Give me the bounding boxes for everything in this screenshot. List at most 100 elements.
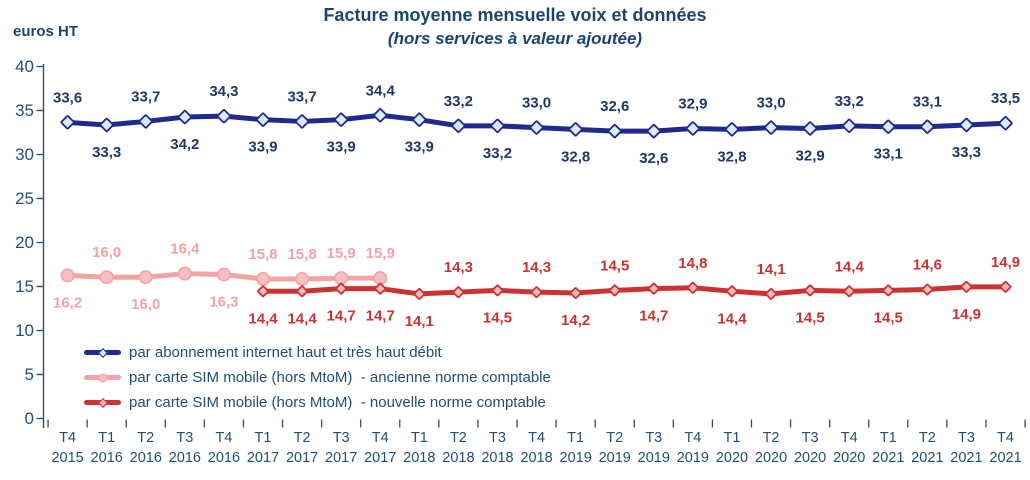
data-point-label: 15,9 <box>366 245 395 262</box>
y-tick-label: 5 <box>25 365 34 384</box>
data-point-marker <box>295 271 310 286</box>
x-axis-quarter-label: T2 <box>450 430 467 446</box>
data-point-label: 33,1 <box>913 94 942 111</box>
x-axis-quarter-label: T3 <box>333 430 350 446</box>
data-point-marker <box>568 122 583 137</box>
data-point-label: 33,6 <box>53 89 82 106</box>
data-point-marker <box>920 119 935 134</box>
series-line-2 <box>260 284 1009 297</box>
data-point-label: 32,9 <box>678 95 707 112</box>
legend-line-sim-ancienne-icon <box>84 373 121 382</box>
x-axis-quarter-label: T4 <box>841 430 858 446</box>
data-point-label: 14,5 <box>600 257 629 274</box>
data-point-marker <box>491 284 504 297</box>
x-axis-year-label: 2016 <box>91 450 123 466</box>
x-axis-year-label: 2016 <box>208 450 240 466</box>
data-point-marker <box>647 282 660 295</box>
data-point-marker <box>60 268 75 283</box>
data-point-marker <box>177 266 192 281</box>
y-tick-label: 20 <box>15 233 34 252</box>
data-point-label: 33,3 <box>952 144 981 161</box>
x-axis-quarter-label: T1 <box>411 430 428 446</box>
data-point-label: 33,7 <box>287 88 316 105</box>
data-point-label: 32,8 <box>561 148 590 165</box>
data-point-marker <box>138 270 153 285</box>
data-point-label: 32,6 <box>639 150 668 167</box>
data-point-marker <box>334 112 349 127</box>
data-point-marker <box>608 284 621 297</box>
data-point-marker <box>452 286 465 299</box>
data-point-label: 33,2 <box>835 93 864 110</box>
data-point-label: 15,8 <box>248 246 277 263</box>
data-point-marker <box>296 285 308 298</box>
data-point-marker <box>529 120 544 135</box>
data-point-marker <box>255 112 271 127</box>
data-point-label: 14,4 <box>717 310 747 327</box>
chart-title: Facture moyenne mensuelle voix et donnée… <box>323 5 707 25</box>
data-point-label: 14,3 <box>444 259 473 276</box>
x-axis-quarter-label: T2 <box>606 430 623 446</box>
data-point-marker <box>882 284 895 297</box>
data-point-label: 14,4 <box>835 258 865 275</box>
x-axis-quarter-label: T1 <box>255 430 272 446</box>
data-point-label: 34,4 <box>366 82 396 99</box>
legend-line-internet-icon <box>84 347 121 358</box>
x-axis-year-label: 2019 <box>638 450 670 466</box>
x-axis-year-label: 2021 <box>989 450 1021 466</box>
x-axis-quarter-label: T3 <box>489 430 506 446</box>
x-axis-year-label: 2019 <box>677 450 709 466</box>
data-point-label: 14,5 <box>874 309 903 326</box>
data-point-label: 14,7 <box>327 308 356 325</box>
data-point-label: 14,5 <box>483 309 512 326</box>
legend-item-internet: par abonnement internet haut et très hau… <box>84 342 551 363</box>
data-point-label: 14,3 <box>522 259 551 276</box>
x-axis-year-label: 2019 <box>599 450 631 466</box>
data-point-label: 14,1 <box>405 313 434 330</box>
data-point-label: 34,3 <box>209 83 238 100</box>
data-point-label: 14,7 <box>639 308 668 325</box>
x-axis-year-label: 2020 <box>716 450 748 466</box>
data-point-marker <box>490 118 505 133</box>
x-axis-quarter-label: T4 <box>997 430 1014 446</box>
data-point-label: 33,0 <box>756 95 785 112</box>
data-point-marker <box>921 283 934 296</box>
data-point-marker <box>99 117 114 133</box>
x-axis-quarter-label: T2 <box>919 430 936 446</box>
data-point-marker <box>255 271 270 286</box>
data-point-marker <box>569 287 582 299</box>
data-point-label: 33,3 <box>92 144 121 161</box>
data-point-label: 14,2 <box>561 312 590 329</box>
data-point-label: 34,2 <box>170 136 199 153</box>
legend-item-sim-nouvelle-norme: par carte SIM mobile (hors MtoM) - nouve… <box>84 392 551 413</box>
x-axis-year-label: 2017 <box>286 450 318 466</box>
data-point-marker <box>726 285 738 298</box>
data-point-label: 16,0 <box>131 296 160 313</box>
data-point-marker <box>687 281 699 294</box>
data-point-marker <box>881 119 896 134</box>
data-point-label: 16,2 <box>53 294 82 311</box>
data-point-label: 14,5 <box>796 309 825 326</box>
data-point-marker <box>960 281 973 293</box>
x-axis-year-label: 2016 <box>130 450 162 466</box>
x-axis-quarter-label: T4 <box>59 430 76 446</box>
data-point-label: 33,9 <box>405 139 434 156</box>
x-axis-quarter-label: T4 <box>372 430 389 446</box>
data-point-label: 14,4 <box>248 310 278 327</box>
data-point-marker <box>334 271 349 286</box>
data-point-marker <box>60 115 75 130</box>
data-point-marker <box>412 112 427 127</box>
data-point-label: 33,1 <box>874 146 903 163</box>
data-point-label: 32,6 <box>600 98 629 115</box>
diamond-marker-icon <box>97 347 108 358</box>
data-point-label: 14,9 <box>991 254 1020 271</box>
data-point-marker <box>646 123 661 139</box>
diamond-marker-icon <box>97 397 108 408</box>
x-axis-year-label: 2018 <box>481 450 513 466</box>
data-point-label: 32,9 <box>796 147 825 164</box>
x-axis-quarter-label: T1 <box>723 430 740 446</box>
x-axis-year-label: 2020 <box>833 450 865 466</box>
x-axis-quarter-label: T1 <box>98 430 115 446</box>
x-axis-year-label: 2021 <box>911 450 943 466</box>
legend-label-sim-nouvelle: par carte SIM mobile (hors MtoM) - nouve… <box>129 394 546 411</box>
